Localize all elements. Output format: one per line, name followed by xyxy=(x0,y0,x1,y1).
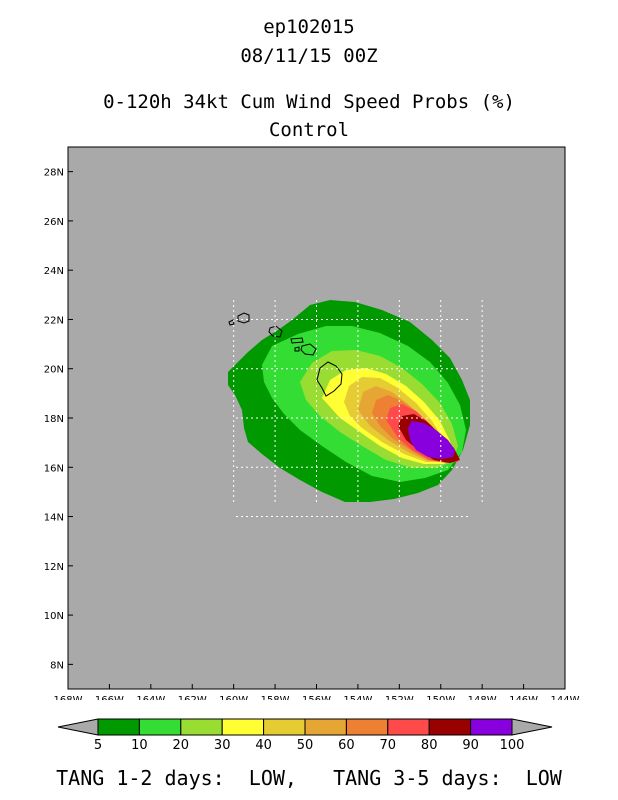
island-hawaii xyxy=(316,361,343,397)
legend-box xyxy=(263,718,306,736)
legend-level-label: 5 xyxy=(94,738,102,753)
legend-box xyxy=(304,718,347,736)
contour-90pct xyxy=(408,421,455,459)
legend-box xyxy=(138,718,182,736)
lon-axis: 168W 166W 164W 162W 160W 158W 156W 154W 152W 150W… xyxy=(54,684,580,700)
legend-box xyxy=(428,718,472,736)
legend-level-label: 50 xyxy=(297,738,314,753)
lon-tick-label: 168W xyxy=(54,695,83,700)
lat-tick-label: 20N xyxy=(44,365,64,376)
legend-box xyxy=(97,718,140,736)
legend-box xyxy=(221,718,265,736)
lat-tick-label: 8N xyxy=(50,660,64,671)
legend-labels: 5 10 20 30 40 50 60 70 80 90 100 xyxy=(94,738,525,753)
lon-tick-label: 152W xyxy=(385,695,414,700)
tang-footer: TANG 1-2 days: LOW, TANG 3-5 days: LOW xyxy=(56,766,562,790)
lon-tick-label: 154W xyxy=(343,695,372,700)
datetime-title: 08/11/15 00Z xyxy=(240,45,378,67)
legend-right-arrow xyxy=(511,718,553,736)
lon-tick-label: 150W xyxy=(426,695,455,700)
legend-level-label: 90 xyxy=(462,738,479,753)
lon-tick-label: 166W xyxy=(95,695,124,700)
lat-axis: 28N 26N 24N 22N 20N 18N 16N 14N 12N 10N 8N xyxy=(44,168,73,671)
legend-level-label: 20 xyxy=(173,738,190,753)
product-title: 0-120h 34kt Cum Wind Speed Probs (%) xyxy=(103,91,515,113)
lat-tick-label: 18N xyxy=(44,414,64,425)
island-niihau xyxy=(228,319,235,326)
island-maui xyxy=(300,343,317,356)
lat-lon-grid xyxy=(233,300,483,518)
lon-tick-label: 146W xyxy=(509,695,538,700)
legend-level-label: 10 xyxy=(131,738,148,753)
legend-box xyxy=(345,718,389,736)
lat-tick-label: 22N xyxy=(44,315,64,326)
storm-id-title: ep102015 xyxy=(263,16,355,38)
legend-level-label: 70 xyxy=(380,738,397,753)
legend-level-label: 60 xyxy=(338,738,355,753)
probability-map: 28N 26N 24N 22N 20N 18N 16N 14N 12N 10N 8N 168W 166… xyxy=(44,146,580,700)
legend-level-label: 80 xyxy=(421,738,438,753)
legend-left-arrow xyxy=(57,718,99,736)
lat-tick-label: 16N xyxy=(44,463,64,474)
lat-tick-label: 10N xyxy=(44,611,64,622)
lon-tick-label: 144W xyxy=(551,695,580,700)
legend-box xyxy=(470,718,513,736)
member-title: Control xyxy=(268,119,350,141)
lat-tick-label: 28N xyxy=(44,168,64,179)
lon-tick-label: 156W xyxy=(302,695,331,700)
lon-tick-label: 162W xyxy=(178,695,207,700)
lat-tick-label: 14N xyxy=(44,513,64,524)
lat-tick-label: 12N xyxy=(44,562,64,573)
legend-color-boxes xyxy=(97,718,513,736)
lon-tick-label: 148W xyxy=(468,695,497,700)
island-oahu xyxy=(268,325,283,338)
legend-level-label: 100 xyxy=(500,738,525,753)
lat-tick-label: 24N xyxy=(44,266,64,277)
lon-tick-label: 164W xyxy=(136,695,165,700)
wind-probability-contours xyxy=(228,300,470,502)
legend-box xyxy=(387,718,430,736)
legend-level-label: 30 xyxy=(214,738,231,753)
lon-tick-label: 158W xyxy=(261,695,290,700)
island-kauai xyxy=(237,312,250,324)
island-lanai xyxy=(294,346,300,352)
lon-tick-label: 160W xyxy=(219,695,248,700)
hawaiian-islands-outline xyxy=(228,312,343,397)
lat-tick-label: 26N xyxy=(44,217,64,228)
island-molokai xyxy=(290,337,304,344)
legend-level-label: 40 xyxy=(255,738,272,753)
legend-box xyxy=(180,718,223,736)
